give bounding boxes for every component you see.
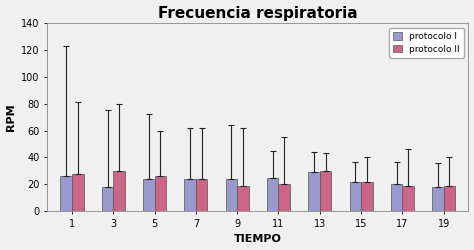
Bar [184,179,196,211]
Bar [349,182,361,211]
Bar [155,176,166,211]
Bar [444,186,455,211]
Bar [102,187,113,211]
Bar [61,176,72,211]
Bar [320,171,331,211]
Bar [308,172,320,211]
Bar [267,178,279,211]
Bar [113,171,125,211]
Legend: protocolo I, protocolo II: protocolo I, protocolo II [389,28,464,58]
Title: Frecuencia respiratoria: Frecuencia respiratoria [158,6,358,20]
Bar [391,184,402,211]
Bar [196,179,208,211]
Bar [432,187,444,211]
Bar [402,186,414,211]
Bar [237,186,249,211]
Bar [143,179,155,211]
X-axis label: TIEMPO: TIEMPO [234,234,282,244]
Bar [279,184,290,211]
Bar [226,179,237,211]
Y-axis label: RPM: RPM [6,103,16,131]
Bar [72,174,83,211]
Bar [361,182,373,211]
